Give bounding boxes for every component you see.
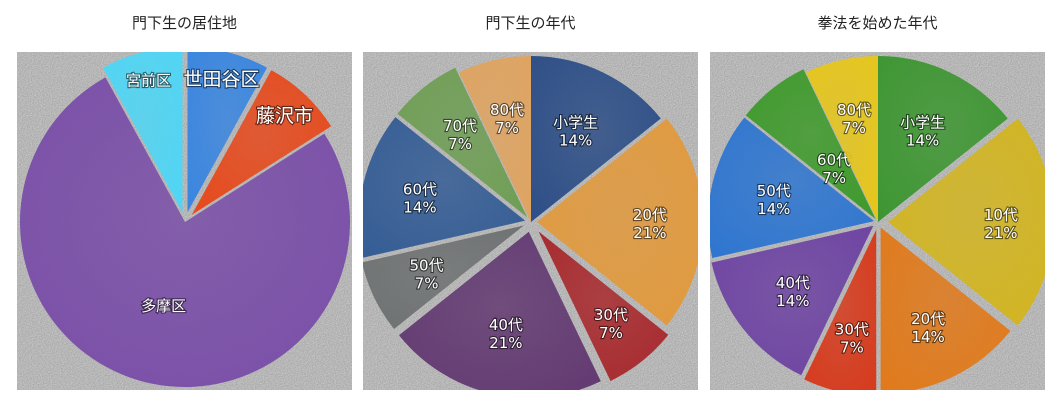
- pie-chart-age: 小学生14%20代21%30代7%40代21%50代7%60代14%70代7%8…: [363, 52, 698, 390]
- slice-label: 10代: [984, 206, 1018, 224]
- chart-title: 拳法を始めた年代: [817, 14, 938, 32]
- chart-area: 小学生 14% 20代 21% 30代 7% 40代 21% 50代 7% 60代 14% 70代 7% 8…: [363, 52, 698, 390]
- pie-slice: [888, 118, 1045, 326]
- pie-slice: [537, 118, 698, 326]
- slice-label: 多摩区: [141, 297, 186, 315]
- slice-label: 宮前区: [126, 72, 171, 90]
- pie-slice: [20, 77, 350, 387]
- pie-slice: [397, 67, 528, 218]
- slice-percent-label: 7%: [495, 119, 519, 137]
- slice-percent-label: 14%: [776, 292, 809, 310]
- slice-percent-label: 14%: [757, 200, 790, 218]
- slice-label: 60代: [403, 181, 437, 199]
- slice-label: 50代: [410, 256, 444, 274]
- pie-slice: [191, 70, 332, 215]
- slice-label: 30代: [594, 306, 628, 324]
- chart-panel-age: 門下生の年代 小学生 14% 20代 21% 30代 7% 40代 21% 50代 7% 60代 14…: [363, 0, 698, 406]
- slice-label: 60代: [817, 151, 851, 169]
- pie-slice: [805, 56, 878, 222]
- slice-label: 40代: [489, 316, 523, 334]
- pie-slice: [363, 225, 524, 329]
- slice-label: 藤沢市: [256, 105, 313, 127]
- slice-percent-label: 21%: [489, 334, 522, 352]
- slice-label: 80代: [837, 101, 871, 119]
- slice-percent-label: 14%: [906, 131, 939, 149]
- pie-slice: [538, 231, 669, 381]
- pie-chart-start-age: 小学生14%10代21%20代14%30代7%40代14%50代14%60代7%…: [710, 52, 1045, 390]
- slice-percent-label: 14%: [911, 328, 944, 346]
- slice-percent-label: 14%: [403, 199, 436, 217]
- pie-slice: [187, 52, 267, 213]
- chart-panel-residence: 門下生の居住地 世田谷区藤沢市多摩区 宮前区: [17, 0, 352, 406]
- pie-slice: [711, 225, 874, 376]
- slice-label: 40代: [776, 274, 810, 292]
- slice-label: 20代: [911, 310, 945, 328]
- slice-label: 80代: [490, 101, 524, 119]
- slice-percent-label: 7%: [599, 324, 623, 342]
- pie-slice: [103, 52, 183, 213]
- slice-percent-label: 7%: [842, 119, 866, 137]
- chart-title: 門下生の年代: [485, 14, 576, 32]
- slice-percent-label: 7%: [840, 339, 864, 357]
- slice-label: 50代: [757, 182, 791, 200]
- slice-label: 小学生: [900, 113, 945, 131]
- slice-percent-label: 14%: [559, 131, 592, 149]
- slice-label: 30代: [835, 321, 869, 339]
- slice-label: 小学生: [553, 113, 598, 131]
- chart-area: 小学生 14% 10代 21% 20代 14% 30代 7% 40代 14% 50代 14% 60代 7%…: [710, 52, 1045, 390]
- slice-percent-label: 21%: [984, 224, 1017, 242]
- chart-panel-start-age: 拳法を始めた年代 小学生 14% 10代 21% 20代 14% 30代 7% 40代 14% 50…: [710, 0, 1045, 406]
- chart-title: 門下生の居住地: [131, 14, 237, 32]
- slice-label: 70代: [443, 117, 477, 135]
- pie-slice: [458, 56, 531, 222]
- slice-percent-label: 21%: [633, 224, 666, 242]
- pie-slice: [710, 117, 875, 259]
- pie-slice: [745, 69, 876, 219]
- slice-label: 20代: [633, 206, 667, 224]
- chart-area: 世田谷区藤沢市多摩区 宮前区: [17, 52, 352, 390]
- pie-slice: [398, 231, 601, 390]
- slice-label: 世田谷区: [184, 69, 260, 91]
- pie-slice: [531, 56, 661, 222]
- pie-slice: [363, 117, 526, 258]
- pie-slice: [878, 56, 1008, 222]
- slice-percent-label: 7%: [415, 274, 439, 292]
- pie-slice: [880, 227, 1011, 390]
- pie-slice: [804, 229, 877, 390]
- slice-percent-label: 7%: [448, 135, 472, 153]
- slice-percent-label: 7%: [822, 169, 846, 187]
